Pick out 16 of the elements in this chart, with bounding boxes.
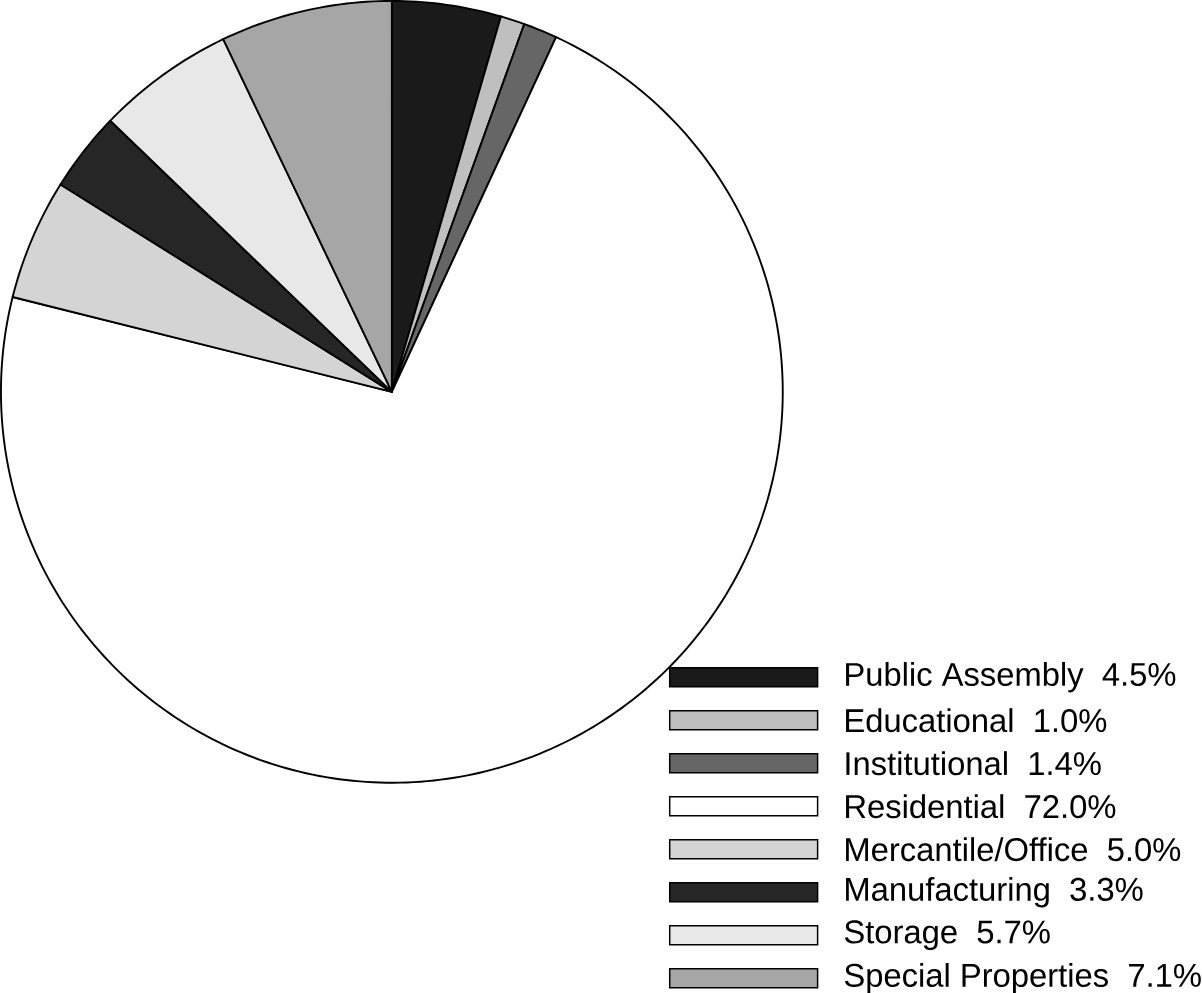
legend-label: Manufacturing [846, 876, 1049, 908]
data-label: 72.0% [1025, 794, 1116, 819]
data-label: 7.1% [1129, 963, 1201, 987]
legend-label: Institutional [846, 750, 1007, 776]
data-label: 1.4% [1029, 751, 1101, 775]
data-label: 5.7% [977, 920, 1050, 944]
data-label: 3.3% [1070, 877, 1143, 901]
legend-label: Storage [844, 920, 957, 950]
data-label: 5.0% [1108, 837, 1181, 862]
legend-label: Residential [846, 793, 1004, 819]
legend-label: Public Assembly [846, 661, 1084, 693]
data-label: 1.0% [1035, 708, 1107, 733]
legend-label: Educational [846, 707, 1013, 733]
legend-label: Mercantile/Office [846, 836, 1088, 862]
data-label: 4.5% [1102, 662, 1176, 686]
legend-label: Special Properties [844, 962, 1108, 993]
